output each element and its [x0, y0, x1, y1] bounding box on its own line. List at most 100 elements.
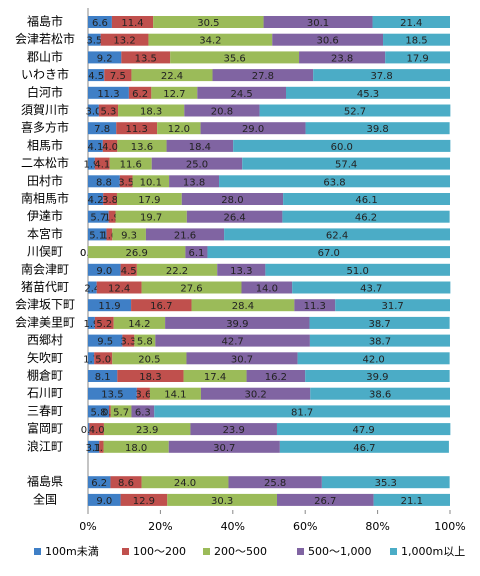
value-label: 9.2 [97, 53, 113, 64]
bar-segment [110, 476, 142, 489]
bar-segment [305, 122, 450, 135]
bar-segment [132, 175, 170, 188]
value-label: 17.9 [406, 53, 428, 64]
bar-segment [109, 157, 152, 170]
bar-segment [157, 122, 201, 135]
bar-segment [185, 246, 208, 259]
bar-segment [88, 33, 101, 46]
value-label: 10.1 [140, 177, 162, 188]
value-label: 38.7 [369, 337, 391, 348]
value-label: 5.1 [89, 230, 105, 241]
bar-segment [310, 387, 450, 400]
value-label: 23.9 [136, 425, 158, 436]
bar-segment [120, 263, 137, 276]
value-label: 0.4 [81, 425, 97, 436]
bar-segment [103, 423, 191, 436]
bar-segment [88, 316, 95, 329]
value-label: 51.0 [347, 266, 369, 277]
value-label: 5.8 [137, 337, 153, 348]
value-label: 1.9 [104, 213, 120, 224]
bar-segment [121, 51, 171, 64]
bar-segment [181, 193, 284, 205]
bar-segment [88, 122, 117, 135]
value-label: 30.1 [307, 18, 329, 29]
value-label: 4.0 [89, 425, 105, 436]
value-label: 11.3 [304, 301, 326, 312]
bar-segment [228, 476, 322, 489]
bar-segment [104, 69, 132, 82]
legend-swatch [390, 548, 397, 555]
value-label: 9.3 [121, 230, 137, 241]
value-label: 6.2 [132, 89, 148, 100]
value-label: 4.2 [88, 195, 104, 206]
value-label: 11.3 [97, 89, 119, 100]
value-label: 18.5 [405, 36, 427, 47]
bar-segment [335, 299, 450, 312]
value-label: 30.2 [244, 390, 266, 401]
value-label: 20.8 [211, 107, 233, 118]
y-tick-label: 川俣町 [27, 245, 63, 259]
bar-segment [88, 423, 90, 436]
value-label: 21.4 [400, 18, 422, 29]
bar-segment [283, 193, 450, 205]
legend-label: 200～500 [214, 545, 267, 558]
value-label: 6.6 [92, 18, 108, 29]
value-label: 45.3 [357, 89, 379, 100]
bar-segment [89, 423, 104, 436]
bar-segment [233, 139, 451, 152]
bar-segment [241, 281, 293, 294]
value-label: 29.0 [242, 124, 264, 135]
y-tick-label: 郡山市 [27, 49, 63, 64]
value-label: 12.7 [163, 89, 185, 100]
value-label: 2.4 [84, 284, 100, 295]
bar-segment [154, 405, 450, 418]
y-tick-label: 矢吹町 [27, 351, 63, 365]
value-label: 17.9 [138, 195, 160, 206]
bar-segment [141, 281, 242, 294]
value-label: 8.8 [96, 177, 112, 188]
x-tick-label: 40% [221, 520, 245, 533]
y-tick-label: 伊達市 [27, 208, 63, 223]
bar-segment [88, 263, 121, 276]
bar-segment [197, 86, 287, 99]
value-label: 11.9 [98, 301, 120, 312]
value-label: 21.6 [174, 230, 196, 241]
bar-segment [118, 104, 185, 117]
y-tick-label: 石川町 [27, 386, 63, 400]
bar-segment [110, 405, 132, 418]
bar-segment [128, 86, 152, 99]
y-tick-label: 三春町 [27, 404, 63, 418]
bar-segment [297, 352, 450, 365]
value-label: 4.5 [88, 71, 104, 82]
bar-segment [294, 299, 336, 312]
bar-segment [119, 175, 133, 188]
bar-segment [88, 175, 120, 188]
bar-segment [165, 316, 310, 329]
value-label: 4.0 [102, 142, 118, 153]
x-tick-label: 60% [293, 520, 317, 533]
value-label: 46.7 [353, 443, 375, 454]
value-label: 47.9 [353, 425, 375, 436]
value-label: 52.7 [344, 107, 366, 118]
bar-segment [111, 16, 154, 28]
bar-segment [112, 228, 146, 241]
value-label: 11.6 [120, 160, 142, 171]
y-tick-label: 福島県 [27, 474, 63, 489]
value-label: 57.4 [335, 160, 357, 171]
value-label: 27.6 [180, 284, 202, 295]
bar-segment [373, 493, 450, 506]
bar-segment [98, 104, 119, 117]
bar-segment [149, 387, 201, 400]
value-label: 5.8 [91, 407, 107, 418]
value-label: 16.7 [150, 301, 172, 312]
value-label: 3.6 [135, 390, 151, 401]
value-label: 23.9 [223, 425, 245, 436]
value-label: 1.2 [93, 443, 109, 454]
value-label: 62.4 [326, 230, 348, 241]
value-label: 60.0 [331, 142, 353, 153]
bar-segment [383, 33, 450, 46]
bar-segment [167, 493, 277, 506]
y-tick-label: 棚倉町 [27, 368, 63, 383]
bar-segment [94, 352, 113, 365]
value-label: 7.8 [94, 124, 110, 135]
